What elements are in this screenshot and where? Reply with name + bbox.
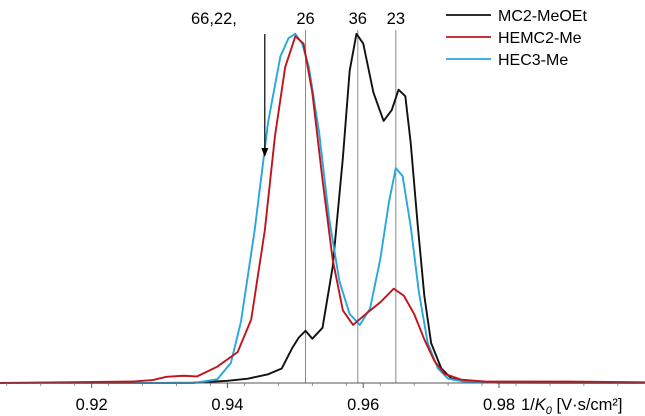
annotation-label: 66,22, [191, 10, 237, 28]
series-line-mc2-meoet [0, 32, 645, 384]
reference-line-label-23: 23 [387, 10, 405, 28]
legend: MC2-MeOEt HEMC2-Me HEC3-Me [446, 8, 587, 69]
x-axis-label: 1/K0 [V·s/cm²] [521, 396, 622, 416]
legend-label-hec3-me: HEC3-Me [498, 52, 568, 69]
x-tick-label: 0.94 [211, 396, 243, 414]
x-tick-label: 0.98 [483, 396, 515, 414]
reference-lines [305, 30, 397, 383]
x-tick-label: 0.92 [76, 396, 108, 414]
x-ticks: 0.92 0.94 0.96 0.98 [6, 383, 619, 414]
x-tick-label: 0.96 [347, 396, 379, 414]
legend-label-hemc2-me: HEMC2-Me [498, 30, 582, 47]
series-line-hemc2-me [0, 35, 645, 384]
series-line-hec3-me [0, 32, 645, 384]
reference-line-label-36: 36 [349, 10, 367, 28]
reference-line-label-26: 26 [296, 10, 314, 28]
series-layer [0, 32, 645, 384]
annotation-arrow-head [261, 148, 269, 157]
reference-line-labels: 26 36 23 [296, 10, 405, 28]
legend-label-mc2-meoet: MC2-MeOEt [498, 8, 587, 25]
annotation-arrow [261, 34, 269, 157]
